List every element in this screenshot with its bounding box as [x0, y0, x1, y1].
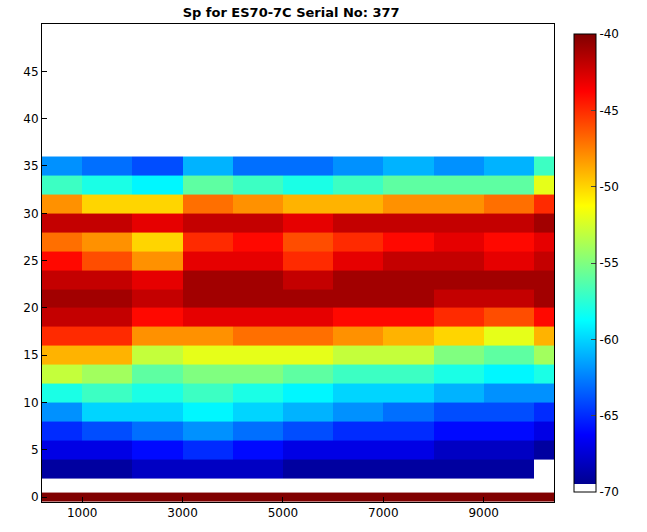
svg-text:5000: 5000 — [268, 506, 299, 520]
svg-text:-65: -65 — [599, 409, 619, 423]
svg-text:Sp for ES70-7C Serial No: 377: Sp for ES70-7C Serial No: 377 — [183, 5, 400, 20]
svg-text:30: 30 — [23, 207, 38, 221]
svg-text:15: 15 — [23, 348, 38, 362]
svg-text:35: 35 — [23, 159, 38, 173]
svg-text:3000: 3000 — [167, 506, 198, 520]
svg-text:25: 25 — [23, 254, 38, 268]
svg-text:20: 20 — [23, 301, 38, 315]
svg-text:40: 40 — [23, 112, 38, 126]
svg-text:-45: -45 — [599, 104, 619, 118]
svg-text:-40: -40 — [599, 27, 619, 41]
svg-text:-55: -55 — [599, 256, 619, 270]
svg-text:5: 5 — [31, 443, 39, 457]
svg-text:0: 0 — [31, 490, 39, 504]
svg-text:7000: 7000 — [368, 506, 399, 520]
svg-text:-60: -60 — [599, 333, 619, 347]
svg-text:45: 45 — [23, 65, 38, 79]
svg-text:9000: 9000 — [468, 506, 499, 520]
svg-text:-70: -70 — [599, 485, 619, 499]
svg-text:1000: 1000 — [67, 506, 98, 520]
svg-text:10: 10 — [23, 396, 38, 410]
svg-text:-50: -50 — [599, 180, 619, 194]
